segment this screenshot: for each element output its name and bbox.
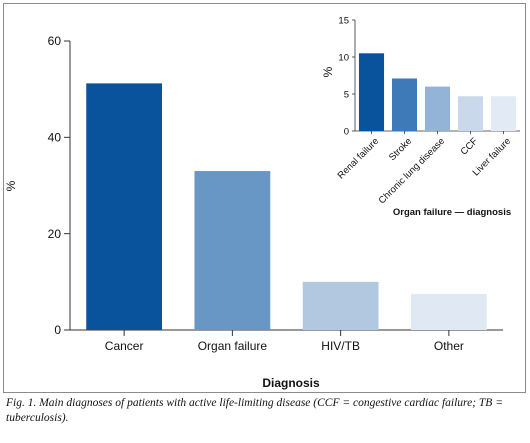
figure-caption: Fig. 1. Main diagnoses of patients with …: [6, 397, 503, 424]
inset-y-tick-label: 5: [344, 89, 349, 100]
main-y-tick-label: 20: [48, 227, 62, 241]
main-chart: 0 20 40 60 Cancer Organ failure HIV/TB Other %…: [4, 34, 503, 390]
inset-x-axis-title: Organ failure — diagnosis: [393, 207, 511, 218]
inset-y-tick-label: 10: [338, 52, 349, 63]
main-y-ticks: 0 20 40 60: [48, 34, 70, 337]
inset-bar-chronic-lung-disease: [424, 86, 451, 131]
inset-y-tick-label: 15: [338, 15, 349, 26]
main-x-axis-title: Diagnosis: [262, 376, 320, 390]
inset-x-tick-label: Stroke: [387, 136, 414, 163]
inset-bars: [358, 53, 517, 131]
inset-y-ticks: 0 5 10 15: [338, 15, 355, 137]
inset-x-tick-label: Chronic lung disease: [377, 136, 448, 207]
main-x-tick-labels: Cancer Organ failure HIV/TB Other: [105, 330, 464, 353]
main-x-tick-label: Cancer: [105, 339, 144, 353]
main-bar-other: [410, 293, 487, 330]
main-y-axis-label: %: [4, 180, 18, 191]
main-bars: [86, 83, 487, 331]
main-x-tick-label: HIV/TB: [321, 339, 360, 353]
main-y-tick-label: 0: [54, 323, 61, 337]
main-bar-organ-failure: [194, 171, 271, 330]
inset-bar-stroke: [391, 78, 418, 131]
main-bar-cancer: [86, 83, 163, 331]
main-bar-hiv-tb: [302, 281, 379, 330]
chart-canvas: 0 20 40 60 Cancer Organ failure HIV/TB Other %…: [4, 15, 520, 390]
inset-y-axis-label: %: [321, 66, 335, 77]
main-y-tick-label: 60: [48, 34, 62, 48]
inset-x-tick-label: Renal failure: [336, 136, 381, 181]
inset-y-tick-label: 0: [344, 126, 349, 137]
inset-bar-liver-failure: [490, 96, 517, 131]
inset-bar-renal-failure: [358, 53, 385, 131]
figure-frame: [3, 3, 526, 393]
main-x-tick-label: Other: [434, 339, 464, 353]
inset-bar-ccf: [457, 96, 484, 131]
main-y-tick-label: 40: [48, 131, 62, 145]
main-x-tick-label: Organ failure: [198, 339, 268, 353]
inset-x-tick-label: CCF: [459, 136, 481, 158]
